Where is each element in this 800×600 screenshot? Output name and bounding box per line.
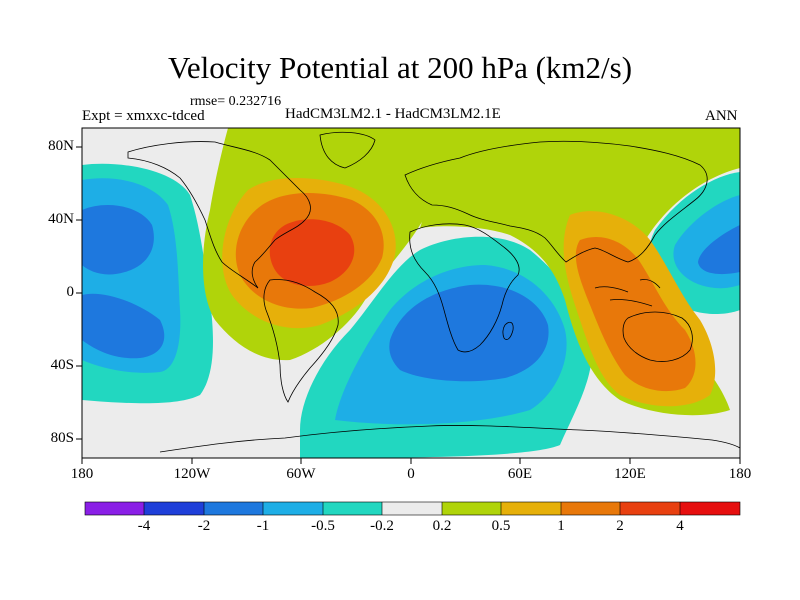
map-plot-area xyxy=(82,128,740,458)
contour-neg1-africa xyxy=(389,284,549,382)
coast-greenland xyxy=(319,131,376,169)
colorbar-box-6 xyxy=(382,502,442,515)
coast-europe-asia xyxy=(404,140,708,263)
y-tick-label-40s: 40S xyxy=(50,357,74,373)
colorbar-box-3 xyxy=(204,502,263,515)
x-tick-label-120w: 120W xyxy=(173,466,211,482)
experiment-label: Expt = xmxxc-tdced xyxy=(82,108,205,124)
colorbar-box-10 xyxy=(620,502,680,515)
colorbar-label-3: -1 xyxy=(256,518,270,534)
coast-indonesia xyxy=(594,279,661,307)
colorbar-label-4: -0.5 xyxy=(311,518,335,534)
coast-madagascar xyxy=(502,321,514,340)
colorbar-box-1 xyxy=(85,502,144,515)
y-tick-label-0: 0 xyxy=(66,284,75,300)
colorbar-label-9: 2 xyxy=(616,518,624,534)
y-tick-label-40n: 40N xyxy=(48,211,74,227)
rmse-label: rmse= 0.232716 xyxy=(190,94,282,109)
coastlines xyxy=(127,131,740,453)
y-tick-label-80s: 80S xyxy=(50,430,74,446)
colorbar-label-1: -4 xyxy=(137,518,151,534)
colorbar-label-10: 4 xyxy=(676,518,684,534)
season-label: ANN xyxy=(705,108,738,124)
colorbar xyxy=(84,501,741,516)
coast-antarctica xyxy=(159,425,740,453)
x-tick-label-180e: 180 xyxy=(728,466,752,482)
colorbar-label-6: 0.2 xyxy=(432,518,452,534)
colorbar-label-2: -2 xyxy=(197,518,211,534)
x-tick-label-0: 0 xyxy=(407,466,415,482)
colorbar-box-11 xyxy=(680,502,740,515)
models-label: HadCM3LM2.1 - HadCM3LM2.1E xyxy=(285,106,501,122)
map-title: Velocity Potential at 200 hPa (km2/s) xyxy=(167,50,633,85)
x-tick-label-60e: 60E xyxy=(507,466,533,482)
colorbar-box-9 xyxy=(561,502,620,515)
x-tick-label-120e: 120E xyxy=(614,466,646,482)
contour-pos2-americas xyxy=(269,219,355,286)
contour-pos1-maritime xyxy=(575,236,696,392)
colorbar-label-8: 1 xyxy=(557,518,565,534)
x-tick-label-60w: 60W xyxy=(286,466,316,482)
contour-neg1-pacific-east xyxy=(698,225,740,275)
colorbar-label-7: 0.5 xyxy=(491,518,511,534)
y-tick-label-80n: 80N xyxy=(48,138,74,154)
contour-neg1-pacific-west-b xyxy=(82,293,165,359)
x-tick-label-180w: 180 xyxy=(70,466,94,482)
colorbar-label-5: -0.2 xyxy=(370,518,394,534)
coast-south-america xyxy=(263,279,339,403)
contour-neg1-pacific-west xyxy=(82,205,154,275)
axis-ticks xyxy=(76,146,741,464)
coast-africa xyxy=(409,223,520,353)
colorbar-box-7 xyxy=(442,502,501,515)
coast-north-america xyxy=(127,141,311,289)
colorbar-box-5 xyxy=(323,502,382,515)
coast-australia xyxy=(622,311,693,362)
colorbar-box-2 xyxy=(144,502,204,515)
colorbar-box-8 xyxy=(501,502,561,515)
colorbar-box-4 xyxy=(263,502,323,515)
